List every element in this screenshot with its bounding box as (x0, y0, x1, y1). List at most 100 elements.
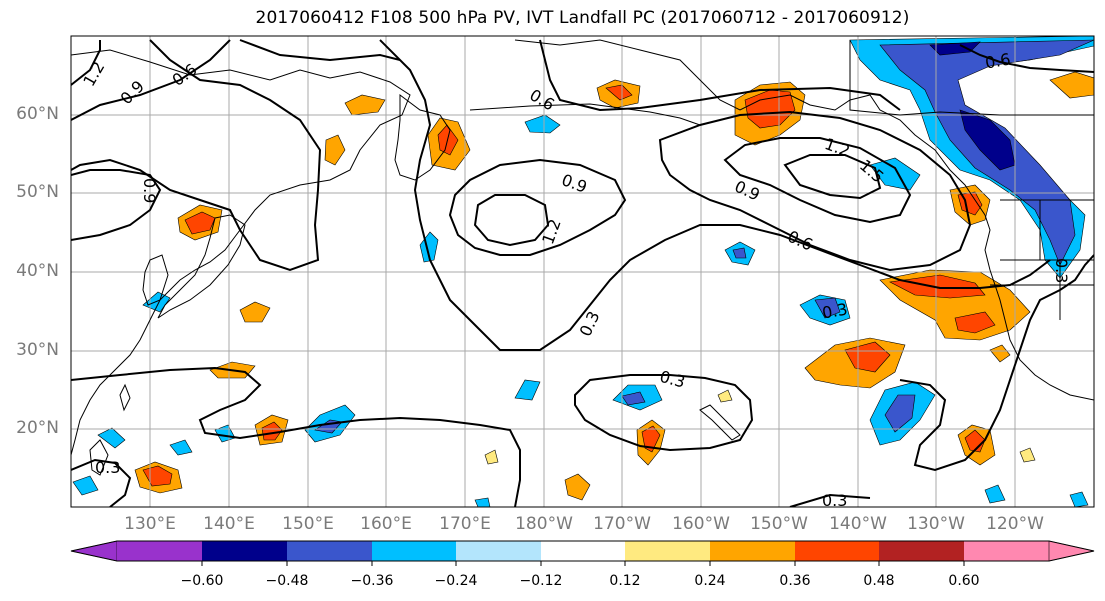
positive-blob-japan-sea-core (184, 211, 216, 235)
contour-label-4: 0.9 (140, 178, 159, 203)
negative-darkcore-north (929, 41, 981, 56)
coastline-taiwan (119, 383, 131, 412)
negative-blob-150e (304, 404, 356, 443)
negative-blob-170e (419, 231, 439, 263)
positive-blob-hawaii-sw (636, 419, 666, 466)
positive-bc-core (957, 191, 983, 216)
positive-blob-south (564, 473, 591, 501)
negative-blob-160w-core (732, 247, 747, 259)
positive-gulf-alaska-core (744, 89, 796, 129)
lon-label-160e: 160°E (360, 514, 412, 534)
contour-label-16: 0.6 (984, 49, 1012, 72)
contour-09-west (71, 39, 231, 121)
lon-label-140e: 140°E (203, 514, 255, 534)
coastline-asia (71, 49, 411, 456)
contour-label-8: 0.3 (576, 308, 604, 339)
colorbar-segment-6 (541, 541, 625, 561)
contour-03-south-c (789, 493, 871, 507)
lon-label-130e: 130°E (124, 514, 176, 534)
contour-06-central (379, 39, 1051, 351)
pv-contours (71, 39, 1094, 507)
colorbar-segment-1 (117, 541, 202, 561)
positive-blob-okhotsk2 (324, 134, 346, 166)
colorbar-segment-8 (710, 541, 795, 561)
positive-gulf-alaska (734, 81, 806, 146)
plot-frame (70, 35, 1095, 508)
contour-label-7: 1.2 (538, 216, 565, 246)
positive-blob-20n (254, 414, 289, 446)
contour-label-15: 0.3 (821, 299, 849, 322)
lat-label-40n: 40°N (16, 261, 59, 281)
positive-eastern-streak-core2 (954, 311, 996, 334)
positive-blob-kamchatka-core (437, 124, 459, 156)
contour-09-alaska (658, 110, 972, 272)
contour-label-2: 0.9 (117, 77, 148, 108)
lon-label-150w: 150°W (750, 514, 808, 534)
coastline-korea (142, 254, 169, 306)
contour-12-central (473, 194, 550, 247)
colorbar-tick-labels: −0.60 −0.48 −0.36 −0.24 −0.12 0.12 0.24 … (181, 573, 980, 589)
negative-blob-mid (799, 294, 851, 326)
colorbar-tick-label-3: −0.36 (351, 573, 394, 589)
colorbar: −0.60 −0.48 −0.36 −0.24 −0.12 0.12 0.24 … (70, 540, 1095, 589)
contour-label-12: 1.5 (856, 156, 888, 187)
contour-label-14: 0.6 (785, 227, 816, 255)
colorbar-tick-label-10: 0.60 (948, 573, 979, 589)
colorbar-tick-label-7: 0.24 (694, 573, 725, 589)
contour-label-5: 0.6 (526, 85, 558, 114)
coastline-canada-border (849, 40, 1094, 116)
negative-blob-150e-core (314, 419, 343, 434)
positive-blob-kamchatka (427, 117, 471, 171)
colorbar-segment-7 (625, 541, 710, 561)
colorbar-tick-label-2: −0.48 (266, 573, 309, 589)
negative-subtropical-east-core (884, 394, 916, 433)
colorbar-segment-2 (202, 541, 287, 561)
contour-09-central (448, 158, 627, 256)
positive-blob-tiny-2 (484, 449, 499, 465)
negative-blob-mid-core (814, 297, 841, 319)
positive-blob-15n (134, 461, 183, 494)
coastline-philippines (89, 439, 109, 476)
contour-06-northeast (959, 44, 1094, 73)
lon-label-170e: 170°E (439, 514, 491, 534)
lon-label-140w: 140°W (829, 514, 887, 534)
colorbar-left-arrow (70, 540, 118, 562)
positive-eastern-streak (879, 269, 1031, 341)
lon-label-160w: 160°W (672, 514, 730, 534)
positive-blob-east-tropic (957, 424, 996, 466)
negative-darkcore-northeast (959, 109, 1016, 171)
negative-blob-140e (214, 424, 236, 443)
positive-bc-coast (949, 184, 991, 226)
colorbar-segment-3 (287, 541, 372, 561)
lon-label-130w: 130°W (907, 514, 965, 534)
colorbar-segment-9 (795, 541, 879, 561)
lat-label-20n: 20°N (16, 418, 59, 438)
positive-blob-mexico (989, 344, 1011, 363)
contour-15-alaska (783, 154, 882, 200)
shading-layer (72, 36, 1094, 507)
coastline-aleutians (469, 103, 701, 126)
contour-03-south (71, 366, 521, 507)
map-title: 2017060412 F108 500 hPa PV, IVT Landfall… (255, 8, 910, 28)
coastline-alaska (514, 39, 1094, 401)
contour-label-17: 0.3 (1052, 258, 1071, 283)
negative-blob-japan (142, 291, 171, 313)
contour-label-9: 0.3 (658, 367, 688, 392)
contour-12-west (71, 40, 101, 86)
lat-label-50n: 50°N (16, 182, 59, 202)
colorbar-tick-label-6: 0.12 (609, 573, 640, 589)
contour-12-alaska (723, 137, 912, 224)
colorbar-tick-label-8: 0.36 (779, 573, 810, 589)
coastlines (71, 39, 1094, 476)
positive-blob-tiny-3 (717, 389, 733, 403)
coastline-kamchatka (394, 94, 451, 181)
colorbar-tick-label-9: 0.48 (863, 573, 894, 589)
positive-blob-20n-core (261, 421, 283, 441)
positive-blob-15n-core (142, 465, 173, 487)
contour-label-18: 0.3 (822, 491, 847, 510)
lon-label-150e: 150°E (282, 514, 334, 534)
contour-06-alaska (539, 39, 901, 112)
contour-label-3: 0.6 (169, 60, 201, 90)
contour-06-west (71, 39, 322, 272)
contour-label-6: 0.9 (559, 170, 589, 197)
